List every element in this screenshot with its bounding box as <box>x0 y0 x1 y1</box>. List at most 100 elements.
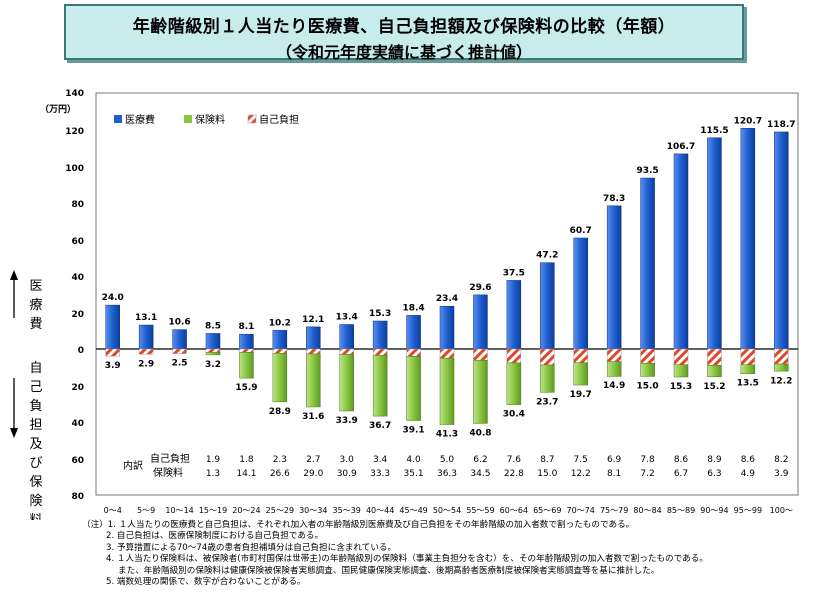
legend-swatch-self <box>247 114 257 124</box>
medical-bar <box>239 333 254 350</box>
self-pay-bar <box>138 348 154 355</box>
medical-data-label: 93.5 <box>636 166 658 176</box>
breakdown-premium-value: 26.6 <box>270 469 290 479</box>
x-tick-label: 55～59 <box>466 506 494 515</box>
chart-title: 年齢階級別１人当たり医療費、自己負担額及び保険料の比較（年額） <box>132 17 676 37</box>
medical-bar <box>272 330 288 350</box>
breakdown-self-value: 8.6 <box>674 455 689 465</box>
medical-data-label: 15.3 <box>369 309 391 319</box>
premium-bar <box>272 352 288 403</box>
breakdown-premium-value: 8.1 <box>607 469 621 479</box>
breakdown-self-value: 3.4 <box>373 455 388 465</box>
premium-bar <box>707 365 722 378</box>
y-tick-neg60: 60 <box>71 456 84 466</box>
lower-data-label: 15.2 <box>703 382 725 392</box>
bars-layer <box>105 128 789 425</box>
self-pay-bar <box>172 348 187 354</box>
y-tick-0: 0 <box>78 346 84 356</box>
legend: 医療費 保険料 自己負担 <box>114 113 299 126</box>
medical-data-label: 78.3 <box>603 194 625 204</box>
x-tick-label: 85～89 <box>667 506 695 515</box>
y-tick-40: 40 <box>71 273 84 283</box>
medical-bar <box>473 294 488 350</box>
breakdown-self-value: 7.8 <box>640 455 655 465</box>
x-tick-label: 100～ <box>770 506 793 515</box>
lower-data-label: 12.2 <box>770 376 792 386</box>
premium-bar <box>740 364 756 374</box>
lower-data-label: 13.5 <box>737 379 759 389</box>
down-arrow-head-icon <box>10 428 18 438</box>
premium-bar <box>205 352 221 356</box>
lower-data-label: 2.5 <box>172 359 188 369</box>
legend-label-medical: 医療費 <box>125 113 155 126</box>
breakdown-premium-value: 1.3 <box>206 469 220 479</box>
y-tick-100: 100 <box>65 164 84 174</box>
lower-data-label: 23.7 <box>536 397 558 407</box>
medical-bar <box>740 128 756 350</box>
lower-data-label: 28.9 <box>269 407 291 417</box>
lower-data-label: 40.8 <box>469 429 491 439</box>
y-ticks-upper: 140 120 100 80 60 40 20 0 <box>65 89 84 356</box>
premium-bar <box>372 354 388 417</box>
x-tick-label: 15～19 <box>199 506 227 515</box>
y-tick-120: 120 <box>65 127 84 137</box>
self-pay-bar <box>239 348 254 353</box>
self-pay-bar <box>339 348 354 355</box>
lower-data-label: 2.9 <box>138 359 154 369</box>
self-pay-bar <box>640 348 655 364</box>
breakdown-self-value: 6.9 <box>607 455 622 465</box>
note-4: 4. １人当たり保険料は、被保険者(市町村国保は世帯主)の年齢階級別の保険料（事… <box>106 554 708 565</box>
lower-data-label: 3.2 <box>205 360 221 370</box>
x-tick-label: 30～34 <box>299 506 327 515</box>
breakdown-premium-value: 30.9 <box>337 469 357 479</box>
medical-data-label: 47.2 <box>536 251 558 261</box>
breakdown-self-value: 1.8 <box>239 455 254 465</box>
x-axis-labels: 0～4 5～9 10～14 15～19 20～24 25～29 30～34 35～39 40～4… <box>104 506 793 515</box>
legend-swatch-premium <box>184 115 192 123</box>
premium-bar <box>506 362 522 405</box>
medical-data-label: 12.1 <box>302 315 324 325</box>
medical-data-label: 8.1 <box>238 322 254 332</box>
breakdown-premium-value: 29.0 <box>303 469 323 479</box>
upper-side-text: 医療費 <box>29 279 42 332</box>
breakdown-premium-value: 7.2 <box>640 469 654 479</box>
breakdown-premium-value: 34.5 <box>470 469 490 479</box>
lower-data-label: 39.1 <box>402 425 424 435</box>
plot-frame <box>95 92 799 496</box>
self-pay-bar <box>473 348 488 361</box>
breakdown-self-value: 8.9 <box>707 455 722 465</box>
x-tick-label: 95～99 <box>734 506 762 515</box>
chart-canvas: （万円） 140 120 100 80 60 40 20 0 20 40 60 … <box>10 89 799 520</box>
breakdown-self-value: 2.7 <box>306 455 320 465</box>
breakdown-premium-value: 14.1 <box>236 469 256 479</box>
breakdown-self-label: 自己負担 <box>150 452 190 465</box>
self-pay-bar <box>105 348 120 357</box>
medical-bar <box>506 280 522 350</box>
medical-bar <box>105 304 120 350</box>
medical-data-label: 8.5 <box>205 321 221 331</box>
self-pay-bar <box>372 348 388 356</box>
medical-bar <box>673 153 689 350</box>
premium-bar <box>439 357 455 425</box>
breakdown-premium-label: 保険料 <box>153 466 183 479</box>
premium-bar <box>640 363 655 377</box>
medical-data-label: 13.1 <box>135 313 157 323</box>
breakdown-self-value: 4.0 <box>406 455 421 465</box>
breakdown-self-value: 3.0 <box>340 455 355 465</box>
up-arrow-head-icon <box>10 270 18 280</box>
medical-data-label: 23.4 <box>436 294 458 304</box>
medical-data-label: 10.2 <box>269 318 291 328</box>
side-label-lower: 自己負担及び保険料 <box>10 361 43 520</box>
note-2: 2. 自己負担は、医療保険制度における自己負担である。 <box>106 531 324 542</box>
breakdown-premium-value: 12.2 <box>571 469 591 479</box>
medical-bar <box>540 262 555 350</box>
medical-data-label: 18.4 <box>402 303 424 313</box>
lower-side-text: 自己負担及び保険料 <box>29 361 42 520</box>
breakdown-labels: 内訳 自己負担 保険料 <box>123 452 190 479</box>
medical-bar <box>138 324 154 350</box>
chart-subtitle: （令和元年度実績に基づく推計値） <box>275 43 532 62</box>
lower-data-label: 30.4 <box>503 410 525 420</box>
legend-label-self: 自己負担 <box>259 113 299 126</box>
medical-data-label: 60.7 <box>570 226 592 236</box>
premium-bar <box>339 354 354 412</box>
